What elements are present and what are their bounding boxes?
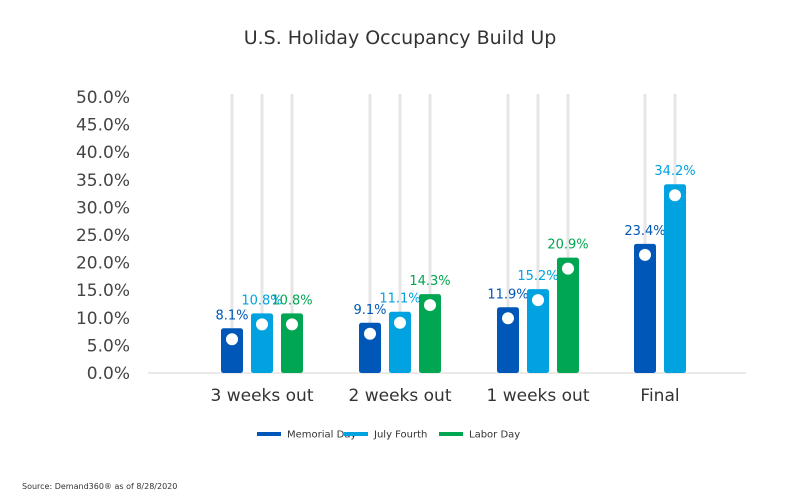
bar-memorial-day bbox=[634, 243, 656, 373]
bars: 8.1%10.8%10.8%9.1%11.1%14.3%11.9%15.2%20… bbox=[215, 164, 696, 373]
data-label: 20.9% bbox=[547, 238, 588, 253]
y-tick-label: 10.0% bbox=[76, 309, 130, 329]
bar-labor-day bbox=[281, 313, 303, 373]
x-axis: 3 weeks out 2 weeks out 1 weeks out Final bbox=[211, 386, 680, 406]
y-tick-label: 45.0% bbox=[76, 116, 130, 136]
bar-marker-dot bbox=[502, 312, 514, 325]
bar-july-fourth bbox=[527, 289, 549, 373]
bar-july-fourth bbox=[389, 311, 411, 373]
x-tick-label: 3 weeks out bbox=[211, 386, 314, 406]
data-label: 9.1% bbox=[353, 303, 386, 318]
bar-marker-dot bbox=[394, 316, 406, 329]
bar-marker-dot bbox=[424, 299, 436, 312]
legend-label: Memorial Day bbox=[287, 430, 356, 441]
x-tick-label: 2 weeks out bbox=[349, 386, 452, 406]
data-label: 10.8% bbox=[271, 293, 312, 308]
bar-marker-dot bbox=[256, 318, 268, 331]
bar-marker-dot bbox=[669, 189, 681, 202]
legend-swatch bbox=[344, 432, 368, 436]
chart-title: U.S. Holiday Occupancy Build Up bbox=[244, 27, 557, 49]
data-label: 11.9% bbox=[487, 287, 528, 302]
data-label: 15.2% bbox=[517, 269, 558, 284]
y-tick-label: 5.0% bbox=[87, 336, 130, 356]
data-label: 23.4% bbox=[624, 224, 665, 239]
data-label: 8.1% bbox=[215, 308, 248, 323]
y-axis: 0.0% 5.0% 10.0% 15.0% 20.0% 25.0% 30.0% 35.0% 40… bbox=[76, 88, 130, 384]
y-tick-label: 40.0% bbox=[76, 143, 130, 163]
legend-label: Labor Day bbox=[469, 430, 520, 441]
bar-july-fourth bbox=[664, 184, 686, 373]
data-label: 10.8% bbox=[241, 293, 282, 308]
bar-july-fourth bbox=[251, 313, 273, 373]
x-tick-label: 1 weeks out bbox=[487, 386, 590, 406]
bar-memorial-day bbox=[497, 307, 519, 373]
y-tick-label: 30.0% bbox=[76, 198, 130, 218]
y-tick-label: 20.0% bbox=[76, 254, 130, 274]
bar-marker-dot bbox=[562, 262, 574, 275]
bar-marker-dot bbox=[286, 318, 298, 331]
y-tick-label: 35.0% bbox=[76, 171, 130, 191]
data-label: 14.3% bbox=[409, 274, 450, 289]
y-tick-label: 0.0% bbox=[87, 364, 130, 384]
bar-marker-dot bbox=[364, 327, 376, 340]
bar-marker-dot bbox=[532, 294, 544, 307]
legend-swatch bbox=[257, 432, 281, 436]
data-label: 11.1% bbox=[379, 292, 420, 307]
y-tick-label: 25.0% bbox=[76, 226, 130, 246]
legend-swatch bbox=[439, 432, 463, 436]
y-tick-label: 50.0% bbox=[76, 88, 130, 108]
x-tick-label: Final bbox=[640, 386, 679, 406]
legend: Memorial Day July Fourth Labor Day bbox=[257, 430, 520, 441]
source-note: Source: Demand360® as of 8/28/2020 bbox=[22, 482, 177, 491]
y-tick-label: 15.0% bbox=[76, 281, 130, 301]
bar-marker-dot bbox=[226, 333, 238, 346]
bar-marker-dot bbox=[639, 248, 651, 261]
data-label: 34.2% bbox=[654, 164, 695, 179]
bar-labor-day bbox=[557, 257, 579, 373]
legend-label: July Fourth bbox=[373, 430, 427, 441]
bar-labor-day bbox=[419, 294, 441, 373]
